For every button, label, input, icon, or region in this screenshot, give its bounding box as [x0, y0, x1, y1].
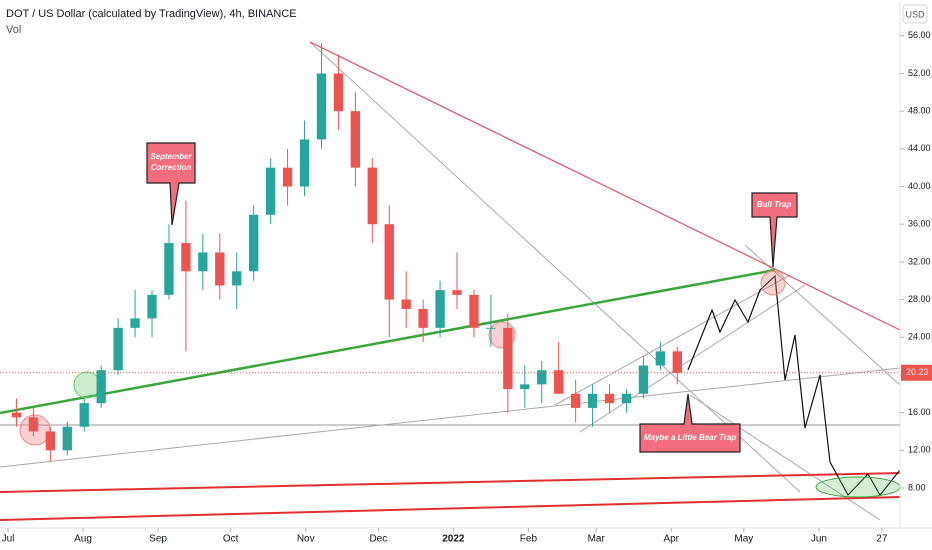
annotation: Bull Trap — [751, 192, 798, 268]
candle-body — [181, 243, 191, 272]
annotation: September Correction — [146, 142, 196, 226]
candle-body — [299, 139, 310, 187]
y-tick-label: 40.00 — [908, 181, 931, 191]
candle-body — [45, 431, 56, 451]
candle-body — [232, 271, 242, 286]
candle-body — [418, 308, 428, 328]
candle-body — [333, 73, 344, 112]
x-tick-label: Mar — [588, 534, 606, 545]
candle-body — [79, 403, 89, 427]
currency-button[interactable] — [902, 4, 928, 24]
x-tick-label: May — [734, 534, 753, 545]
channel-line — [744, 244, 901, 386]
y-tick-label: 16.00 — [908, 407, 931, 417]
balloon — [751, 192, 798, 268]
x-tick-label: Dec — [369, 534, 387, 545]
candle-body — [672, 351, 682, 373]
annotation-text: Maybe a Little Bear Trap — [644, 433, 736, 442]
candle-body — [587, 393, 598, 408]
candle-body — [655, 351, 666, 366]
candle-body — [316, 73, 327, 140]
candle-body — [621, 393, 632, 404]
candle-body — [435, 290, 445, 328]
x-tick-label: Nov — [297, 534, 315, 545]
candle-body — [638, 365, 649, 394]
marker-circle — [73, 371, 101, 399]
indicator-label: Vol — [6, 24, 21, 36]
candle-body — [28, 417, 39, 432]
candle-body — [96, 370, 106, 404]
candle-body — [198, 252, 208, 272]
x-tick-label: Sep — [149, 534, 167, 545]
trend-line — [309, 41, 801, 493]
axes: 8.0012.0016.0020.0024.0028.0032.0036.004… — [2, 30, 932, 545]
last-price-box — [901, 364, 932, 381]
candle-body — [554, 370, 564, 394]
y-tick-label: 24.00 — [908, 332, 931, 342]
candle-body — [130, 318, 140, 328]
candle-body — [384, 224, 394, 300]
x-tick-label: Oct — [223, 534, 239, 545]
candle-body — [350, 111, 361, 168]
last-price-label: 20.23 — [906, 367, 929, 377]
candle-body — [215, 252, 225, 286]
x-tick-label: Feb — [520, 534, 538, 545]
support-line — [0, 496, 901, 521]
y-tick-label: 32.00 — [908, 256, 931, 266]
target-zone — [815, 476, 901, 498]
y-tick-label: 12.00 — [908, 445, 931, 455]
support-line — [0, 268, 776, 415]
candle-body — [570, 393, 581, 408]
channel-line — [554, 274, 791, 406]
y-tick-label: 8.00 — [908, 482, 926, 492]
x-tick-label: Aug — [74, 534, 92, 545]
candle-body — [11, 412, 22, 418]
y-tick-label: 52.00 — [908, 68, 931, 78]
x-tick-label: Jun — [811, 534, 827, 545]
balloon — [639, 393, 741, 453]
chart-title: DOT / US Dollar (calculated by TradingVi… — [6, 8, 297, 20]
candle-body — [147, 294, 157, 319]
support-line — [0, 472, 901, 493]
candle-body — [537, 370, 547, 385]
balloon — [146, 142, 196, 226]
drawings — [0, 41, 901, 521]
candle-body — [367, 167, 377, 225]
trend-line — [0, 367, 901, 468]
candle-body — [503, 327, 513, 390]
y-tick-label: 28.00 — [908, 294, 931, 304]
candle-body — [113, 327, 123, 371]
candle-body — [282, 167, 293, 187]
candle-body — [486, 327, 496, 329]
y-tick-label: 56.00 — [908, 30, 931, 40]
y-tick-label: 36.00 — [908, 219, 931, 229]
candle-body — [469, 294, 479, 328]
resistance-line — [309, 41, 901, 331]
x-tick-label: Jul — [2, 534, 15, 545]
candle-body — [401, 299, 411, 309]
y-tick-label: 44.00 — [908, 143, 931, 153]
projection-path — [687, 274, 901, 497]
annotation: Maybe a Little Bear Trap — [639, 393, 741, 453]
annotation-text: Bull Trap — [757, 200, 792, 209]
x-tick-label: 2022 — [442, 534, 465, 545]
candle-body — [164, 243, 174, 295]
candle-body — [249, 214, 259, 272]
annotation-text: September — [150, 152, 192, 161]
candle-body — [520, 384, 530, 390]
candle-body — [604, 393, 615, 404]
candle-body — [452, 290, 462, 295]
candle-body — [265, 167, 276, 215]
candles — [0, 43, 900, 462]
annotation-text: Correction — [151, 163, 192, 172]
x-tick-label: 27 — [876, 534, 888, 545]
marker-circle — [760, 270, 786, 296]
x-tick-label: Apr — [663, 534, 679, 545]
currency-label: USD — [905, 9, 925, 19]
candle-body — [62, 426, 72, 451]
y-tick-label: 48.00 — [908, 106, 931, 116]
